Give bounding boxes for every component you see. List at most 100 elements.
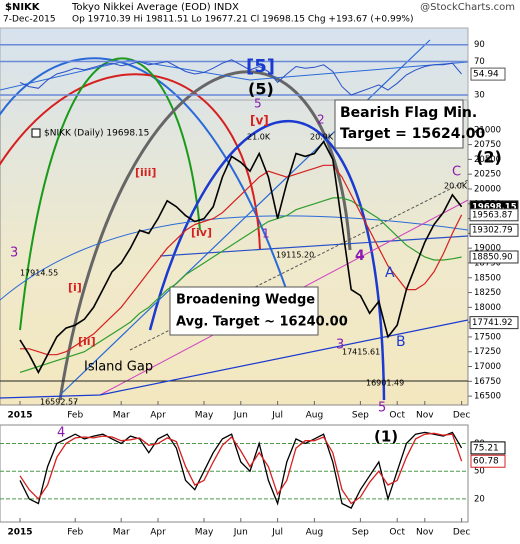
x-tick-label: Jun <box>233 528 248 538</box>
price-line <box>19 197 462 373</box>
level-label: 19302.79 <box>472 226 513 236</box>
x-tick-label: May <box>195 528 214 538</box>
date: 7-Dec-2015 <box>3 15 56 25</box>
trend-line <box>159 235 468 257</box>
y-tick-label: 20250 <box>474 170 501 180</box>
annotation: Island Gap <box>84 360 153 375</box>
value-label: 54.94 <box>473 70 499 80</box>
note-box <box>169 286 319 336</box>
y-tick-label: 17500 <box>474 332 501 342</box>
annotation: (2) <box>476 148 502 167</box>
symbol: $NIKK <box>5 2 41 13</box>
legend: $NIKK (Daily) 19698.15 <box>44 129 149 139</box>
legend-swatch <box>31 128 41 138</box>
level-label: 19563.87 <box>472 210 513 220</box>
annotation: 16592.57 <box>40 398 78 407</box>
note-box <box>334 99 464 149</box>
y-tick-label: 19000 <box>474 244 501 254</box>
annotation: 21.0K <box>247 133 271 142</box>
annotation: Broadening Wedge <box>176 293 315 308</box>
x-tick-label: Oct <box>389 528 405 538</box>
y-tick-label: 21000 <box>474 125 501 135</box>
value-label: 60.78 <box>473 457 499 467</box>
y-tick-label: 17250 <box>474 347 501 357</box>
oscillator-line <box>19 431 463 509</box>
y-tick-label: 16750 <box>474 377 501 387</box>
arc <box>148 119 386 401</box>
x-tick-label: Jul <box>271 411 283 421</box>
y-tick-label: 70 <box>474 57 485 67</box>
y-tick-label: 17000 <box>474 362 501 372</box>
arc <box>19 57 201 331</box>
y-tick-label: 50 <box>474 467 485 477</box>
channel <box>0 59 468 91</box>
x-tick-label: Sep <box>352 528 369 538</box>
trend-line <box>0 215 468 301</box>
oscillator-line <box>19 432 463 505</box>
x-tick-label: Feb <box>67 411 83 421</box>
annotation: B <box>396 334 406 350</box>
x-tick-label: Dec <box>453 528 470 538</box>
annotation: Bearish Flag Min. <box>340 105 477 121</box>
y-tick-label: 90 <box>474 40 485 50</box>
annotation: C <box>452 165 461 180</box>
x-tick-label: Apr <box>150 411 166 421</box>
annotation: 4 <box>57 426 65 441</box>
annotation: 3 <box>336 338 344 353</box>
trend-line <box>0 319 468 399</box>
x-tick-label: Aug <box>306 528 324 538</box>
y-tick-label: 18000 <box>474 303 501 313</box>
annotation: Target = 15624.00 <box>340 126 486 142</box>
annotation: 17914.55 <box>20 269 58 278</box>
x-tick-label: Jul <box>271 528 283 538</box>
y-tick-label: 18500 <box>474 273 501 283</box>
annotation: 16901.49 <box>366 379 404 388</box>
annotation: 3 <box>10 246 18 261</box>
annotation: [i] <box>68 281 82 294</box>
trend-line <box>129 179 468 351</box>
level-box <box>469 223 519 237</box>
x-tick-label: Nov <box>416 528 434 538</box>
x-tick-label: Oct <box>389 411 405 421</box>
main-panel <box>0 27 469 406</box>
annotation: 4 <box>355 248 365 264</box>
x-tick-label: 2015 <box>7 411 32 421</box>
price-line <box>19 140 463 375</box>
annotation: Avg. Target ~ 16240.00 <box>176 315 348 330</box>
quote: Op 19710.39 Hi 19811.51 Lo 19677.21 Cl 1… <box>72 15 413 25</box>
annotation: [iv] <box>191 226 212 239</box>
arc <box>58 70 352 401</box>
brand: @StockCharts.com <box>420 2 515 13</box>
x-tick-label: 2015 <box>7 528 32 538</box>
x-tick-label: Jun <box>233 411 248 421</box>
level-label: 19698.15 <box>472 202 517 212</box>
annotation: [iii] <box>135 166 156 179</box>
cycle-arcs <box>0 39 468 401</box>
value-box <box>470 454 506 468</box>
level-box <box>469 208 519 222</box>
y-tick-label: 18250 <box>474 288 501 298</box>
level-box <box>469 316 519 330</box>
annotation: [ii] <box>78 335 96 348</box>
x-tick-label: May <box>195 411 214 421</box>
level-label: 18850.90 <box>472 252 513 262</box>
price-line <box>20 164 463 356</box>
annotation: (5) <box>248 80 274 99</box>
value-box <box>470 441 506 455</box>
y-tick-label: 20750 <box>474 140 501 150</box>
annotation: [v] <box>250 114 269 128</box>
x-tick-label: Aug <box>306 411 324 421</box>
annotation: 20.0K <box>444 182 468 191</box>
x-tick-label: Mar <box>113 528 130 538</box>
y-tick-label: 30 <box>474 90 485 100</box>
annotation: 19115.20 <box>276 251 314 260</box>
annotation: 2 <box>317 113 325 127</box>
y-tick-label: 20000 <box>474 184 501 194</box>
annotation: 17415.61 <box>342 348 380 357</box>
name: Tokyo Nikkei Average (EOD) INDX <box>71 2 239 13</box>
level-label: 17741.92 <box>472 318 513 328</box>
x-tick-label: Sep <box>352 411 369 421</box>
level-box <box>469 250 519 264</box>
x-tick-label: Apr <box>150 528 166 538</box>
